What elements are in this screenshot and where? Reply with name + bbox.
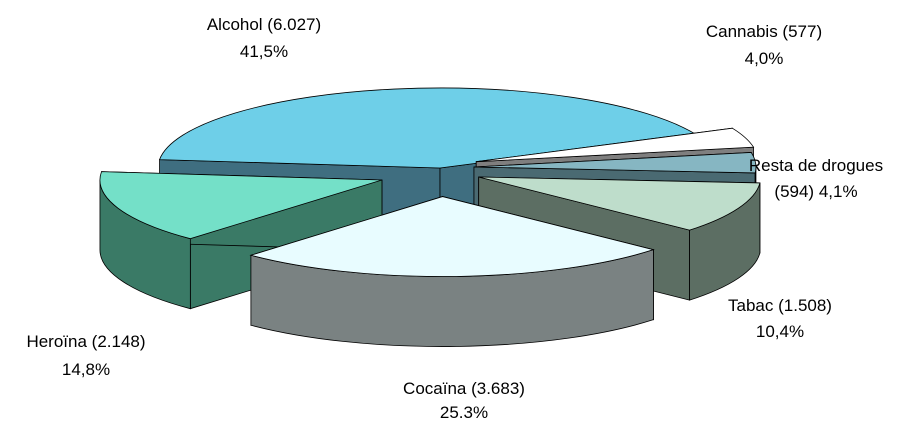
slice-tabac-top [478, 176, 761, 231]
label-heroina-name: Heroïna (2.148) [26, 332, 145, 351]
labels-layer: Alcohol (6.027) 41,5% Cannabis (577) 4,0… [26, 15, 883, 422]
label-alcohol-name: Alcohol (6.027) [207, 15, 321, 34]
label-cannabis-percent: 4,0% [745, 49, 784, 68]
slice-cocaina-top [249, 196, 655, 277]
slice-alcohol-top [158, 87, 698, 169]
label-resta-name: Resta de drogues [749, 156, 883, 175]
label-cocaina-name: Cocaïna (3.683) [403, 379, 525, 398]
slice-heroina [99, 171, 383, 310]
label-tabac-percent: 10,4% [756, 322, 804, 341]
label-alcohol-percent: 41,5% [240, 42, 288, 61]
slice-cannabis-top [476, 127, 755, 163]
slice-resta-top [473, 152, 757, 174]
label-resta-percent: (594) 4,1% [774, 182, 857, 201]
label-heroina-percent: 14,8% [62, 360, 110, 379]
label-cannabis-name: Cannabis (577) [706, 22, 822, 41]
slices-layer [99, 87, 761, 347]
label-cocaina-percent: 25.3% [440, 403, 488, 422]
label-tabac-name: Tabac (1.508) [728, 296, 832, 315]
slice-heroina-top [99, 171, 383, 240]
slice-cocaina [249, 196, 655, 347]
